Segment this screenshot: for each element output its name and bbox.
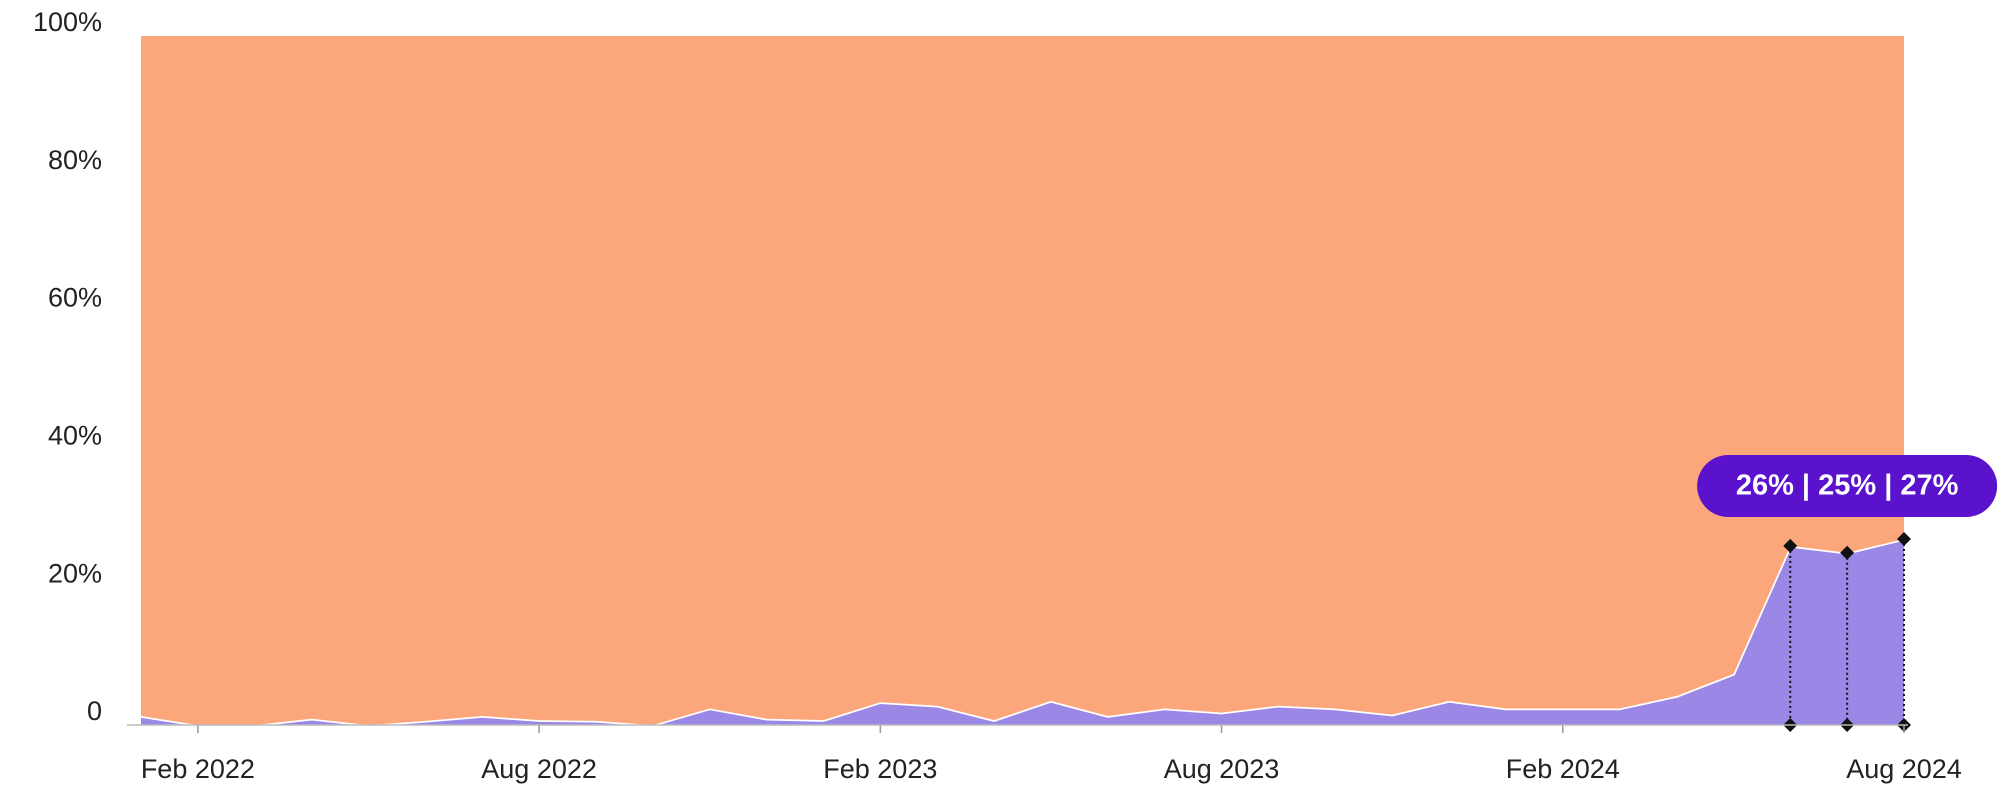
y-tick-label: 40% [48,421,102,451]
area [141,36,1904,725]
point-marker [1783,538,1798,553]
point-marker [1840,545,1855,560]
x-tick-label: Aug 2022 [481,754,597,784]
annotation-box [1697,455,1998,517]
x-tick-label: Feb 2024 [1506,754,1620,784]
x-tick-label: Aug 2023 [1164,754,1280,784]
y-tick-label: 60% [48,283,102,313]
y-tick-label: 100% [33,7,102,37]
x-tick-label: Feb 2022 [141,754,255,784]
annotation: 26% | 25% | 27% [1736,470,1959,502]
y-tick-label: 20% [48,558,102,588]
point-marker [1897,531,1911,546]
x-tick-label: Feb 2023 [823,754,937,784]
area [141,538,1904,725]
y-tick-label: 80% [48,145,102,175]
x-tick-label: Aug 2024 [1846,754,1962,784]
y-tick-label: 0 [87,696,102,726]
